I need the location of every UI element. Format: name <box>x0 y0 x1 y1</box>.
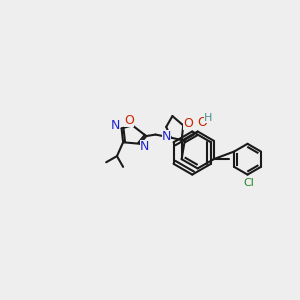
Text: N: N <box>111 119 120 132</box>
Text: N: N <box>161 130 171 142</box>
Text: H: H <box>204 112 213 123</box>
Text: N: N <box>140 140 149 153</box>
Text: O: O <box>124 114 134 127</box>
Text: O: O <box>197 116 207 129</box>
Text: O: O <box>183 117 193 130</box>
Text: Cl: Cl <box>244 178 254 188</box>
